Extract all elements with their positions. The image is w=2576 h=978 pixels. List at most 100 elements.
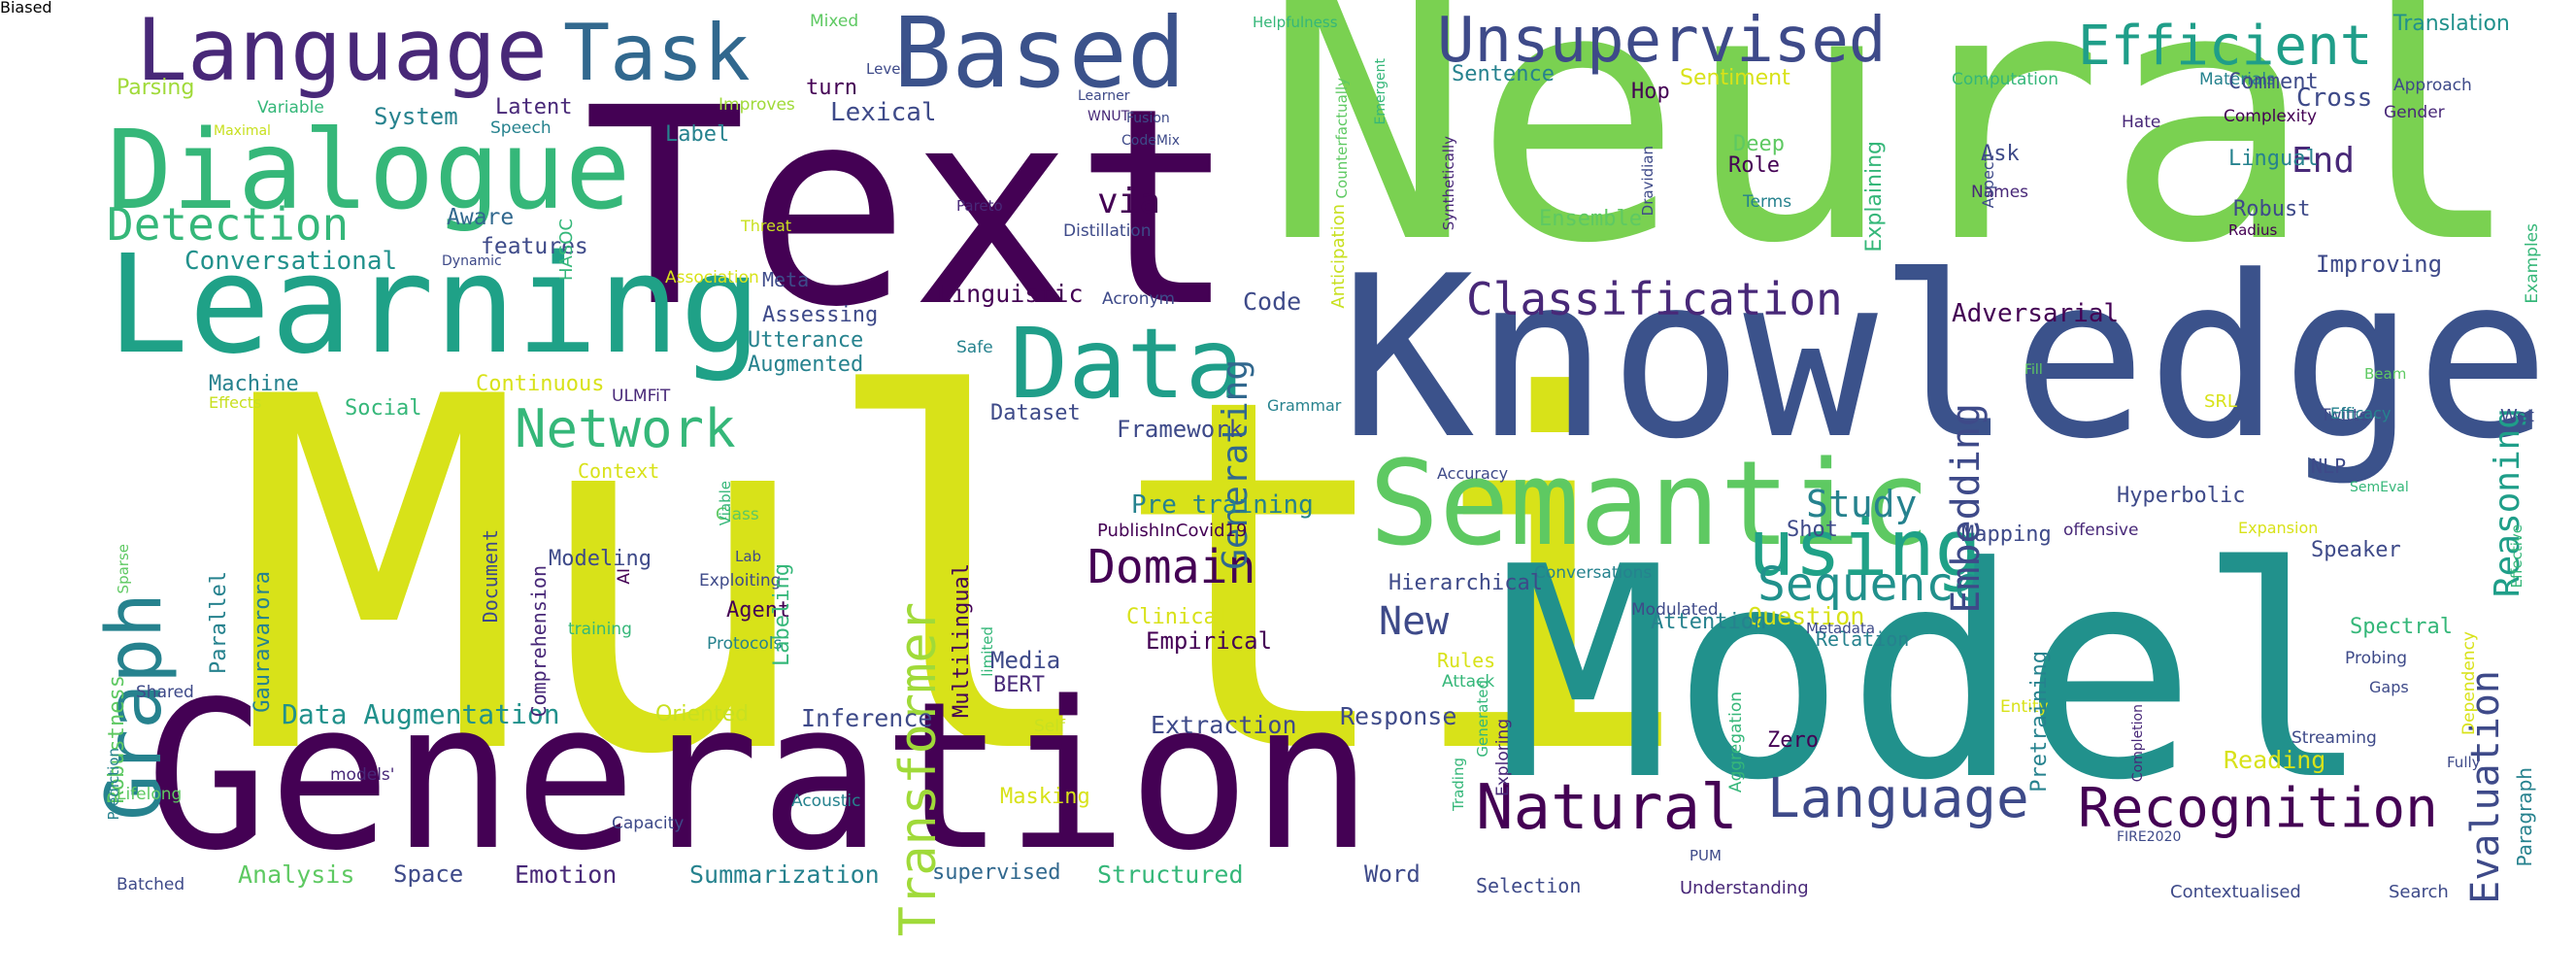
word: offensive <box>2063 521 2139 540</box>
word: turn <box>806 76 857 100</box>
word: Acoustic <box>791 792 861 811</box>
word: Role <box>1728 153 1780 178</box>
word: Based <box>893 0 1187 110</box>
word: Safe <box>956 338 993 357</box>
word: Masking <box>1000 785 1090 809</box>
word: Data Augmentation <box>282 698 560 730</box>
word: NLP <box>2311 455 2347 478</box>
word: Adversarial <box>1952 299 2120 328</box>
word: Spectral <box>2350 615 2453 639</box>
word: Modulated <box>1631 600 1719 620</box>
word: Accuracy <box>1437 464 1509 483</box>
word: End <box>2292 141 2356 181</box>
word: Lexical <box>830 98 937 127</box>
word: Synthetically <box>1440 136 1457 231</box>
word: Summarization <box>689 860 880 889</box>
word: Comment <box>2228 70 2319 94</box>
word: Response <box>1340 702 1457 730</box>
word: Names <box>1971 183 2029 202</box>
word: Domain <box>1087 540 1256 594</box>
word: Labeling <box>770 563 794 666</box>
word: Sequence <box>1757 557 1983 612</box>
word: Pretraining <box>2027 651 2052 793</box>
word: Language <box>1767 767 2029 830</box>
word: Recognition <box>2078 777 2438 840</box>
word: Model <box>1495 505 2373 844</box>
word: Continuous <box>476 372 605 396</box>
word: Sentence <box>1452 62 1555 86</box>
word: ULMFiT <box>612 387 671 406</box>
word: supervised <box>932 860 1061 885</box>
word: Dravidian <box>1639 146 1656 217</box>
word: New <box>1379 599 1450 644</box>
word: Beam <box>2364 365 2407 383</box>
word: Reading <box>2224 746 2326 774</box>
word: Selection <box>1476 874 1582 897</box>
word: Meta <box>762 268 810 291</box>
word: Wet <box>2500 406 2534 426</box>
word: Label <box>665 122 730 147</box>
word: Mapping <box>1961 523 2052 547</box>
word: Neural <box>1262 0 2526 320</box>
word: Sparse <box>115 544 132 594</box>
word: Study <box>1806 483 1918 525</box>
word: Distillation <box>1063 221 1152 241</box>
word: Emergent <box>1373 58 1388 125</box>
word: Batched <box>117 875 185 894</box>
word: Mixed <box>810 12 859 31</box>
word: Grammar <box>1267 396 1342 415</box>
word: Fully <box>2447 754 2481 771</box>
word: Media <box>990 647 1061 674</box>
word: Hop <box>1631 80 1670 104</box>
word: CodeMix <box>1121 133 1181 149</box>
word: Class <box>716 505 759 524</box>
word: Multi <box>233 295 1695 860</box>
word: Protocols <box>707 634 783 654</box>
word: via <box>1097 182 1161 221</box>
word: Helpfulness <box>1253 14 1338 31</box>
word: Improves <box>719 95 795 115</box>
word: Extraction <box>1151 711 1297 739</box>
word: Assessing <box>762 303 879 327</box>
word: Comprehension <box>527 565 551 718</box>
word: Streaming <box>2292 728 2377 748</box>
word: Sentiment <box>1680 66 1790 90</box>
word: Shared <box>136 683 194 702</box>
word: Linguistic <box>937 280 1084 308</box>
word: Empirical <box>1146 627 1273 655</box>
word: Text <box>583 51 1238 367</box>
word: features <box>481 234 588 259</box>
word: Translation <box>2393 12 2510 36</box>
word: PUM <box>1689 847 1722 864</box>
word: Machine <box>209 372 299 396</box>
word: training <box>568 620 632 639</box>
word: Aggregation <box>1726 691 1746 793</box>
word: Radius <box>2228 221 2278 239</box>
word: Effective <box>2508 524 2526 589</box>
word: Complexity <box>2224 107 2318 126</box>
word: Data <box>1010 307 1244 421</box>
word: Self <box>1034 717 1065 736</box>
word: Conversations <box>1534 563 1653 583</box>
word: Parallel <box>207 571 231 674</box>
word: Capacity <box>612 814 685 833</box>
word: Task <box>563 8 751 98</box>
word: Explaining <box>1862 141 1887 253</box>
word: Lab <box>735 548 762 565</box>
word: Transformer <box>889 602 948 937</box>
word: Fill <box>2024 362 2043 378</box>
word: Dialogue <box>107 108 631 234</box>
word: Context <box>578 459 660 483</box>
word: Hyperbolic <box>2117 484 2246 508</box>
word: PublishInCovid19 <box>1097 521 1248 541</box>
word: Zero <box>1767 728 1819 753</box>
word: Deep <box>1733 132 1785 156</box>
word: Space <box>393 860 464 888</box>
word: Shot <box>1787 518 1838 542</box>
word: Code <box>1243 287 1302 316</box>
word: Question <box>1748 602 1865 630</box>
word: Oriented <box>655 702 750 726</box>
word: Attack <box>1442 672 1495 691</box>
word: Level <box>866 60 905 78</box>
word: BERT <box>993 673 1045 697</box>
